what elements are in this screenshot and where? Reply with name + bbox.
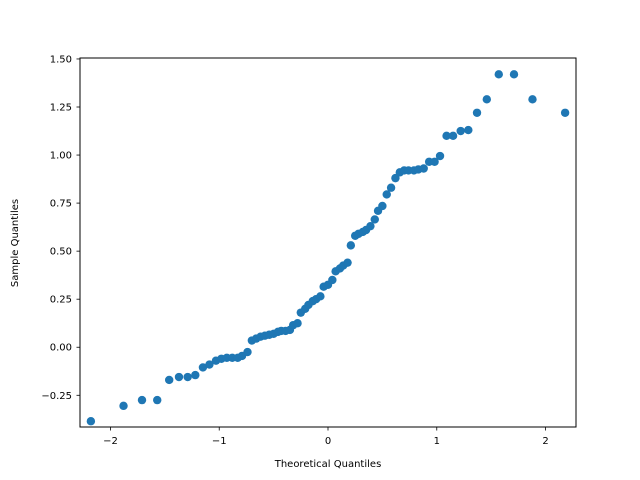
- data-point: [191, 370, 200, 380]
- data-point: [164, 375, 174, 385]
- x-tick-label: 2: [542, 436, 548, 447]
- x-axis-ticks: −2 −1 0 1 2: [103, 427, 549, 447]
- y-tick-label: 0.25: [50, 295, 72, 306]
- y-tick-label: 1.25: [50, 103, 72, 114]
- data-point: [198, 363, 208, 372]
- x-tick-label: 0: [325, 436, 331, 447]
- data-point: [442, 131, 451, 141]
- data-point: [528, 95, 537, 104]
- data-point: [86, 417, 96, 426]
- x-tick-label: 1: [434, 436, 440, 447]
- y-tick-label: 1.00: [50, 151, 72, 162]
- data-point: [482, 95, 492, 104]
- data-point: [391, 173, 400, 183]
- y-axis-label: Sample Quantiles: [10, 199, 21, 287]
- x-tick-label: −1: [212, 436, 227, 447]
- data-point: [243, 347, 252, 357]
- x-tick-label: −2: [103, 436, 118, 447]
- y-tick-label: 0.50: [50, 247, 72, 258]
- data-point: [378, 201, 387, 211]
- data-point: [464, 125, 473, 135]
- data-point: [472, 108, 482, 117]
- y-tick-label: 0.00: [50, 343, 72, 354]
- y-axis-ticks: −0.25 0.00 0.25 0.50 0.75 1.00 1.25 1.50: [41, 54, 80, 402]
- data-point: [456, 126, 465, 136]
- data-point: [174, 372, 184, 382]
- data-point: [346, 241, 356, 250]
- x-axis-label: Theoretical Quantiles: [274, 459, 382, 470]
- data-point: [205, 360, 214, 369]
- data-point: [183, 372, 192, 382]
- data-point: [370, 215, 379, 224]
- data-point: [560, 108, 570, 117]
- data-points: [86, 70, 570, 426]
- data-point: [137, 395, 147, 405]
- data-point: [153, 395, 162, 405]
- data-point: [343, 258, 352, 267]
- y-tick-label: 1.50: [50, 54, 72, 65]
- data-point: [366, 221, 375, 231]
- data-point: [494, 70, 503, 79]
- data-point: [328, 275, 337, 285]
- data-point: [382, 190, 391, 199]
- data-point: [316, 292, 325, 301]
- data-point: [430, 157, 439, 166]
- data-point: [419, 164, 428, 173]
- data-point: [119, 401, 128, 411]
- y-tick-label: −0.25: [41, 391, 72, 402]
- axes-frame: [79, 57, 577, 428]
- data-point: [509, 70, 519, 79]
- data-point: [448, 131, 458, 141]
- data-point: [435, 151, 445, 161]
- data-point: [386, 183, 396, 192]
- y-tick-label: 0.75: [50, 199, 72, 210]
- data-point: [293, 319, 302, 328]
